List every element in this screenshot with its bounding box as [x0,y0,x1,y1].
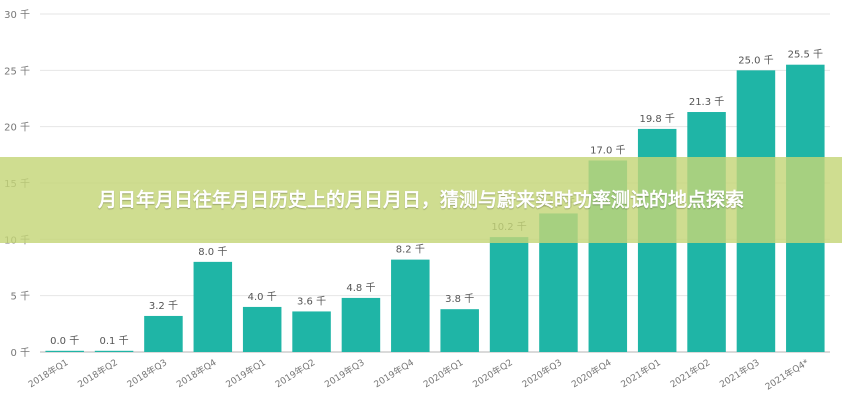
x-tick-label: 2019年Q1 [223,356,267,390]
data-label: 3.2 千 [149,300,178,312]
y-tick-label: 20 千 [4,122,30,134]
data-label: 17.0 千 [590,144,625,156]
x-tick-label: 2020年Q2 [470,356,514,390]
x-tick-label: 2018年Q1 [26,356,70,390]
data-label: 3.8 千 [445,293,474,305]
x-tick-label: 2020年Q3 [520,356,564,390]
x-tick-label: 2019年Q3 [322,356,366,390]
x-tick-label: 2018年Q4 [174,356,219,390]
title-banner: 月日年月日往年月日历史上的月日月日，猜测与蔚来实时功率测试的地点探索 [0,157,842,243]
bar [489,237,529,352]
data-label: 8.2 千 [396,244,425,256]
data-label: 3.6 千 [297,295,326,307]
data-label: 4.8 千 [346,282,375,294]
bar [391,259,430,352]
data-label: 19.8 千 [639,113,674,125]
banner-title: 月日年月日往年月日历史上的月日月日，猜测与蔚来实时功率测试的地点探索 [97,188,744,211]
data-label: 0.0 千 [50,335,79,347]
bar [144,315,183,352]
y-tick-label: 0 千 [10,347,30,359]
data-label: 4.0 千 [248,291,277,303]
data-label: 25.5 千 [788,49,823,61]
bar [193,261,233,352]
bar [341,297,381,352]
bar [440,309,479,352]
x-tick-label: 2018年Q3 [125,356,169,390]
x-tick-label: 2021年Q4* [763,356,812,393]
data-label: 8.0 千 [198,246,227,258]
x-tick-label: 2021年Q3 [717,356,761,390]
bar [292,311,331,352]
bar [94,350,134,352]
x-tick-label: 2020年Q4 [569,356,614,390]
bar [45,350,84,352]
x-tick-label: 2019年Q2 [273,356,317,390]
data-label: 21.3 千 [689,96,724,108]
x-tick-label: 2018年Q2 [75,356,119,390]
x-tick-label: 2019年Q4 [372,356,417,390]
y-tick-label: 30 千 [4,9,30,21]
y-tick-label: 25 千 [4,65,30,77]
x-tick-label: 2021年Q2 [668,356,712,390]
x-tick-label: 2020年Q1 [421,356,465,390]
y-tick-label: 5 千 [10,291,30,303]
data-label: 0.1 千 [100,335,129,347]
x-tick-label: 2021年Q1 [618,356,662,390]
bar [242,306,282,352]
data-label: 25.0 千 [738,54,773,66]
